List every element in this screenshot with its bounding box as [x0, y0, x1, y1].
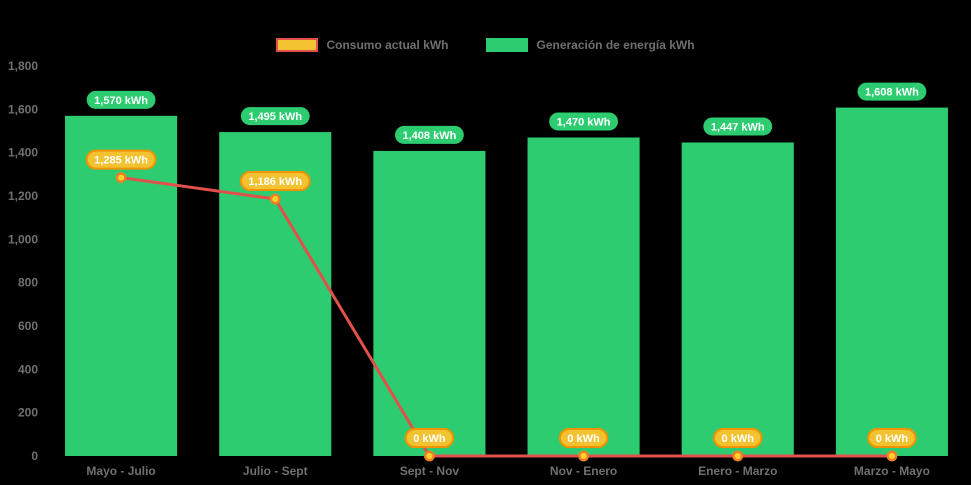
svg-text:0 kWh: 0 kWh: [722, 433, 755, 445]
x-axis-label: Sept - Nov: [400, 464, 460, 478]
consumption-point-marker[interactable]: [886, 450, 898, 462]
svg-text:1,285 kWh: 1,285 kWh: [94, 155, 148, 167]
bar-value-label: 1,608 kWh: [857, 82, 927, 101]
consumption-value-label: 0 kWh: [404, 428, 455, 448]
bar-value-label: 1,470 kWh: [549, 112, 618, 131]
generation-bar[interactable]: [527, 137, 640, 457]
y-axis-label: 1,800: [8, 59, 38, 73]
y-axis-label: 0: [31, 449, 38, 463]
generation-bar[interactable]: [835, 107, 948, 456]
y-axis-label: 1,400: [8, 146, 38, 160]
y-axis-label: 400: [18, 362, 38, 376]
y-axis-label: 800: [18, 276, 38, 290]
generation-bar[interactable]: [681, 142, 794, 456]
svg-text:1,495 kWh: 1,495 kWh: [248, 111, 302, 123]
svg-text:1,408 kWh: 1,408 kWh: [403, 130, 457, 142]
svg-text:0 kWh: 0 kWh: [413, 433, 446, 445]
consumption-value-label: 1,285 kWh: [85, 149, 157, 170]
svg-text:0 kWh: 0 kWh: [876, 433, 909, 445]
bar-value-label: 1,408 kWh: [395, 125, 464, 144]
y-axis-label: 200: [18, 406, 38, 420]
x-axis-label: Nov - Enero: [550, 464, 617, 478]
y-axis-label: 1,000: [8, 232, 38, 246]
x-axis-label: Enero - Marzo: [698, 464, 777, 478]
legend-swatch-consumo-actual-icon: [276, 38, 319, 52]
consumption-point-marker[interactable]: [269, 193, 281, 205]
svg-text:0 kWh: 0 kWh: [567, 433, 600, 445]
svg-text:1,470 kWh: 1,470 kWh: [557, 117, 611, 129]
legend-swatch-generacion-energia-icon: [486, 38, 529, 52]
consumption-point-marker[interactable]: [578, 450, 589, 462]
consumption-value-label: 0 kWh: [558, 428, 609, 448]
x-axis-label: Julio - Sept: [243, 464, 308, 478]
bar-value-label: 1,570 kWh: [86, 90, 156, 109]
x-axis-label: Mayo - Julio: [86, 464, 155, 478]
consumption-value-label: 0 kWh: [867, 428, 917, 448]
legend-label-generacion-energia: Generación de energía kWh: [536, 38, 695, 52]
legend: Consumo actual kWh Generación de energía…: [0, 38, 971, 52]
generation-bar[interactable]: [373, 150, 486, 456]
svg-text:1,186 kWh: 1,186 kWh: [248, 176, 302, 188]
y-axis-label: 1,600: [8, 102, 38, 116]
legend-label-consumo-actual: Consumo actual kWh: [326, 38, 449, 52]
consumption-point-marker[interactable]: [424, 450, 435, 462]
legend-item-consumo-actual[interactable]: Consumo actual kWh: [276, 38, 448, 52]
consumption-point-marker[interactable]: [732, 450, 744, 462]
svg-text:1,608 kWh: 1,608 kWh: [865, 87, 919, 99]
svg-text:1,570 kWh: 1,570 kWh: [94, 95, 148, 107]
x-axis-label: Marzo - Mayo: [854, 464, 930, 478]
legend-item-generacion-energia[interactable]: Generación de energía kWh: [486, 38, 695, 52]
bar-value-label: 1,447 kWh: [703, 117, 773, 136]
bar-value-label: 1,495 kWh: [240, 107, 310, 126]
consumption-value-label: 1,186 kWh: [239, 171, 311, 192]
consumption-point-marker[interactable]: [115, 172, 127, 183]
y-axis-label: 600: [18, 319, 38, 333]
consumption-value-label: 0 kWh: [713, 428, 763, 448]
svg-text:1,447 kWh: 1,447 kWh: [711, 121, 765, 133]
consumption-line: [119, 176, 894, 458]
y-axis-label: 1,200: [8, 189, 38, 203]
